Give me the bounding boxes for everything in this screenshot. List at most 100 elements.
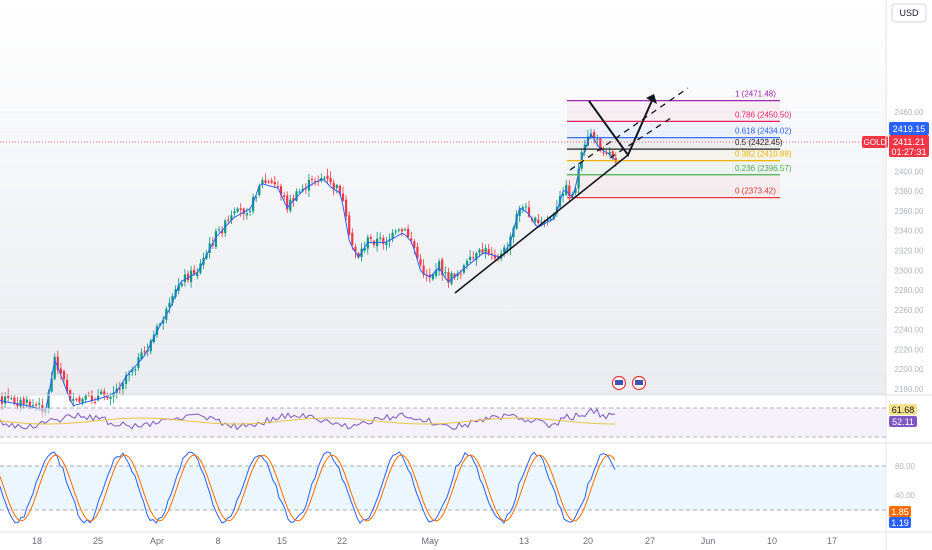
us-flag-icon-inner <box>615 380 623 385</box>
candle-body <box>239 208 242 210</box>
candle-body <box>568 185 571 196</box>
candle-body <box>124 375 128 384</box>
candle-body <box>484 247 487 253</box>
fib-band <box>567 160 780 175</box>
candle-body <box>465 261 469 265</box>
candle-body <box>276 185 280 187</box>
trendline-drawings[interactable] <box>454 87 689 294</box>
candle-body <box>233 211 236 214</box>
time-axis-label: 8 <box>215 536 220 546</box>
price-tick-label: 2200.00 <box>895 365 924 374</box>
candle-body <box>121 383 125 389</box>
stoch-d-line <box>0 454 616 522</box>
candle-body <box>407 228 410 238</box>
currency-button[interactable]: USD <box>891 3 927 23</box>
candle-body <box>106 396 109 399</box>
price-tick-label: 2320.00 <box>895 247 924 256</box>
candle-body <box>146 349 149 352</box>
rsi-value-text: 61.68 <box>892 405 915 415</box>
price-tick-label: 2280.00 <box>895 286 924 295</box>
candle-body <box>403 229 407 231</box>
candle-body <box>338 185 342 195</box>
fibonacci-retracement[interactable]: 1 (2471.48) 0.786 (2450.50) 0.618 (2434.02… <box>567 90 792 199</box>
candle-body <box>279 186 283 195</box>
time-axis[interactable]: 18 25 Apr 8 15 22 May 13 20 27 Jun 10 17 <box>32 536 837 546</box>
candle-body <box>97 395 100 401</box>
candle-body <box>53 356 56 379</box>
candle-body <box>428 274 431 278</box>
candle-body <box>487 249 490 255</box>
candle-body <box>267 181 270 183</box>
candle-body <box>128 373 131 376</box>
candle-body <box>438 261 441 272</box>
candle-body <box>221 230 224 234</box>
candle-body <box>140 352 143 360</box>
candle-body <box>10 398 13 400</box>
fib-level-label: 0.618 (2434.02) <box>735 127 792 136</box>
time-axis-label: 25 <box>93 536 103 546</box>
candle-body <box>72 398 75 401</box>
candle-body <box>450 273 453 284</box>
candle-body <box>469 256 472 260</box>
candle-body <box>416 246 419 259</box>
currency-button-frame[interactable] <box>891 3 927 23</box>
economic-event-icons[interactable] <box>611 375 647 391</box>
dashed-channel-lower[interactable] <box>609 115 675 159</box>
candle-body <box>87 395 90 397</box>
price-axis-background <box>886 0 932 550</box>
candle-body <box>171 295 174 303</box>
time-axis-label: 27 <box>645 536 655 546</box>
time-axis-label: 15 <box>277 536 287 546</box>
candle-body <box>298 191 301 193</box>
candle-body <box>521 207 524 210</box>
candle-body <box>565 184 568 195</box>
candle-body <box>258 186 261 196</box>
candle-body <box>155 326 159 335</box>
dashed-channel-upper[interactable] <box>569 87 689 171</box>
candle-body <box>50 378 53 392</box>
candle-body <box>456 273 459 277</box>
projection-path[interactable] <box>588 95 655 158</box>
currency-button-label: USD <box>899 8 919 18</box>
candle-body <box>574 188 577 193</box>
candle-body <box>13 397 16 405</box>
candle-body <box>196 272 199 277</box>
stoch-tick: 40.00 <box>895 491 916 500</box>
time-axis-label: 17 <box>827 536 837 546</box>
candle-body <box>478 249 481 253</box>
candle-body <box>540 221 543 223</box>
candle-body <box>273 181 276 185</box>
candle-body <box>261 180 264 185</box>
candle-body <box>369 236 373 240</box>
candle-body <box>552 214 555 220</box>
stochastic-panel[interactable]: 80.00 40.00 1.85 1.19 <box>0 451 916 528</box>
stoch-value-text: 1.85 <box>891 507 909 517</box>
price-tick-label: 2360.00 <box>895 207 924 216</box>
candle-body <box>81 399 84 404</box>
price-tick-label: 2340.00 <box>895 227 924 236</box>
candle-body <box>326 175 329 179</box>
support-trendline[interactable] <box>454 154 629 294</box>
candle-body <box>177 284 180 291</box>
candle-body <box>66 379 69 392</box>
candle-body <box>62 371 66 380</box>
candle-body <box>100 391 103 395</box>
current-price-text: 2411.21 <box>893 137 925 147</box>
candle-body <box>283 195 286 197</box>
candle-body <box>431 274 435 280</box>
stoch-tick: 80.00 <box>895 462 916 471</box>
candle-body <box>410 238 413 241</box>
candle-body <box>186 273 190 281</box>
candle-body <box>537 219 540 224</box>
candle-body <box>549 218 552 220</box>
fib-level-label: 0 (2373.42) <box>735 187 776 196</box>
candle-body <box>149 340 152 352</box>
candle-body <box>162 320 165 324</box>
candle-body <box>394 231 397 233</box>
fib-band <box>567 100 780 122</box>
time-axis-label: 13 <box>519 536 529 546</box>
candle-body <box>422 265 425 275</box>
candle-body <box>441 259 444 275</box>
rsi-panel[interactable]: 61.68 52.11 <box>0 404 917 438</box>
